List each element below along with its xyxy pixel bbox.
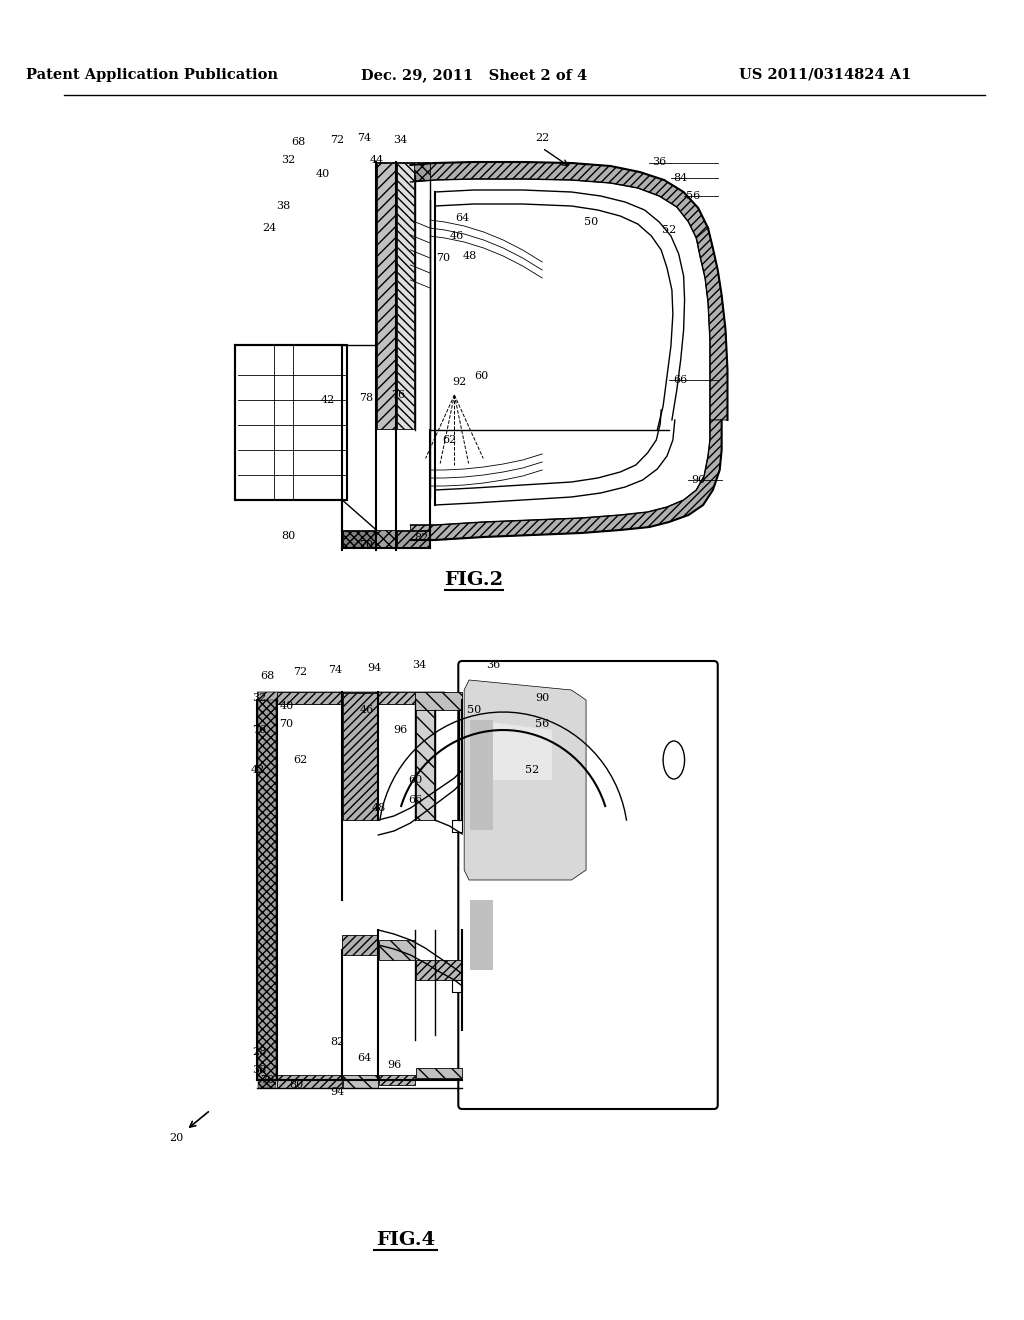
Polygon shape xyxy=(377,692,416,704)
Text: 46: 46 xyxy=(450,231,464,242)
Polygon shape xyxy=(417,710,434,820)
Text: 70: 70 xyxy=(260,1074,274,1085)
Polygon shape xyxy=(397,531,430,546)
Text: 64: 64 xyxy=(455,213,469,223)
Text: 72: 72 xyxy=(293,667,307,677)
Text: 48: 48 xyxy=(463,251,477,261)
Polygon shape xyxy=(343,693,378,820)
Text: 62: 62 xyxy=(293,755,307,766)
Polygon shape xyxy=(411,162,708,238)
Polygon shape xyxy=(258,700,275,1080)
Polygon shape xyxy=(416,692,462,710)
Polygon shape xyxy=(696,228,727,420)
Text: 70: 70 xyxy=(359,540,374,550)
Polygon shape xyxy=(343,1074,378,1088)
Text: 70: 70 xyxy=(435,253,450,263)
Text: 34: 34 xyxy=(392,135,407,145)
Text: Patent Application Publication: Patent Application Publication xyxy=(26,69,279,82)
Text: 40: 40 xyxy=(315,169,330,180)
Text: 92: 92 xyxy=(453,378,466,387)
Text: 44: 44 xyxy=(370,154,384,165)
Polygon shape xyxy=(411,420,722,540)
Polygon shape xyxy=(258,1080,275,1088)
Text: Dec. 29, 2011   Sheet 2 of 4: Dec. 29, 2011 Sheet 2 of 4 xyxy=(360,69,587,82)
FancyBboxPatch shape xyxy=(459,661,718,1109)
Text: 36: 36 xyxy=(486,660,501,671)
Text: 46: 46 xyxy=(359,705,374,715)
Polygon shape xyxy=(417,960,462,979)
Text: 80: 80 xyxy=(289,1080,303,1090)
Text: 34: 34 xyxy=(413,660,426,671)
Text: 32: 32 xyxy=(282,154,296,165)
Text: FIG.2: FIG.2 xyxy=(444,572,504,589)
Text: 56: 56 xyxy=(686,191,700,201)
Polygon shape xyxy=(397,162,415,429)
Text: 20: 20 xyxy=(169,1133,183,1143)
Text: 38: 38 xyxy=(252,1065,266,1074)
Text: 76: 76 xyxy=(391,389,404,400)
Text: 22: 22 xyxy=(536,133,549,143)
Text: 84: 84 xyxy=(674,173,688,183)
Text: FIG.4: FIG.4 xyxy=(376,1232,435,1249)
Polygon shape xyxy=(257,692,462,710)
Text: 80: 80 xyxy=(282,531,296,541)
Text: 28: 28 xyxy=(252,1047,266,1057)
Text: 82: 82 xyxy=(414,533,428,543)
Text: 40: 40 xyxy=(280,701,294,711)
Text: 90: 90 xyxy=(536,693,549,704)
Text: 32: 32 xyxy=(252,693,266,704)
Text: 74: 74 xyxy=(357,133,372,143)
Text: 38: 38 xyxy=(276,201,291,211)
Text: 52: 52 xyxy=(525,766,540,775)
Polygon shape xyxy=(474,719,552,780)
Text: 72: 72 xyxy=(331,135,344,145)
Text: 50: 50 xyxy=(584,216,598,227)
Text: 96: 96 xyxy=(387,1060,401,1071)
Text: 76: 76 xyxy=(252,725,266,735)
Polygon shape xyxy=(276,692,342,704)
Polygon shape xyxy=(378,162,395,429)
Polygon shape xyxy=(470,719,494,830)
Polygon shape xyxy=(417,1068,462,1078)
Polygon shape xyxy=(453,820,462,832)
Text: 66: 66 xyxy=(409,795,423,805)
Text: 94: 94 xyxy=(368,663,382,673)
Text: 62: 62 xyxy=(442,436,457,445)
Text: 52: 52 xyxy=(662,224,676,235)
Text: 36: 36 xyxy=(652,157,667,168)
Polygon shape xyxy=(342,935,378,954)
Text: 24: 24 xyxy=(262,223,276,234)
Polygon shape xyxy=(379,940,416,960)
Text: 70: 70 xyxy=(280,719,294,729)
Polygon shape xyxy=(377,162,430,180)
Text: 94: 94 xyxy=(330,1086,344,1097)
Polygon shape xyxy=(276,1074,342,1088)
Text: 66: 66 xyxy=(674,375,688,385)
Text: 82: 82 xyxy=(330,1038,344,1047)
Polygon shape xyxy=(234,345,347,500)
Text: 60: 60 xyxy=(474,371,488,381)
Text: 96: 96 xyxy=(393,725,408,735)
Text: 60: 60 xyxy=(409,775,423,785)
Text: 90: 90 xyxy=(691,475,706,484)
Text: 56: 56 xyxy=(536,719,549,729)
Polygon shape xyxy=(342,531,430,548)
Text: 64: 64 xyxy=(357,1053,372,1063)
Polygon shape xyxy=(342,692,377,704)
Text: US 2011/0314824 A1: US 2011/0314824 A1 xyxy=(739,69,911,82)
Polygon shape xyxy=(343,531,376,546)
Polygon shape xyxy=(453,979,462,993)
Text: 78: 78 xyxy=(359,393,374,403)
Polygon shape xyxy=(464,680,586,880)
Polygon shape xyxy=(470,900,494,970)
Polygon shape xyxy=(379,1074,416,1085)
Text: 42: 42 xyxy=(250,766,264,775)
Text: 42: 42 xyxy=(321,395,335,405)
Ellipse shape xyxy=(664,741,685,779)
Text: 68: 68 xyxy=(260,671,274,681)
Text: 50: 50 xyxy=(467,705,481,715)
Text: 48: 48 xyxy=(371,803,385,813)
Text: 74: 74 xyxy=(329,665,342,675)
Text: 68: 68 xyxy=(291,137,305,147)
